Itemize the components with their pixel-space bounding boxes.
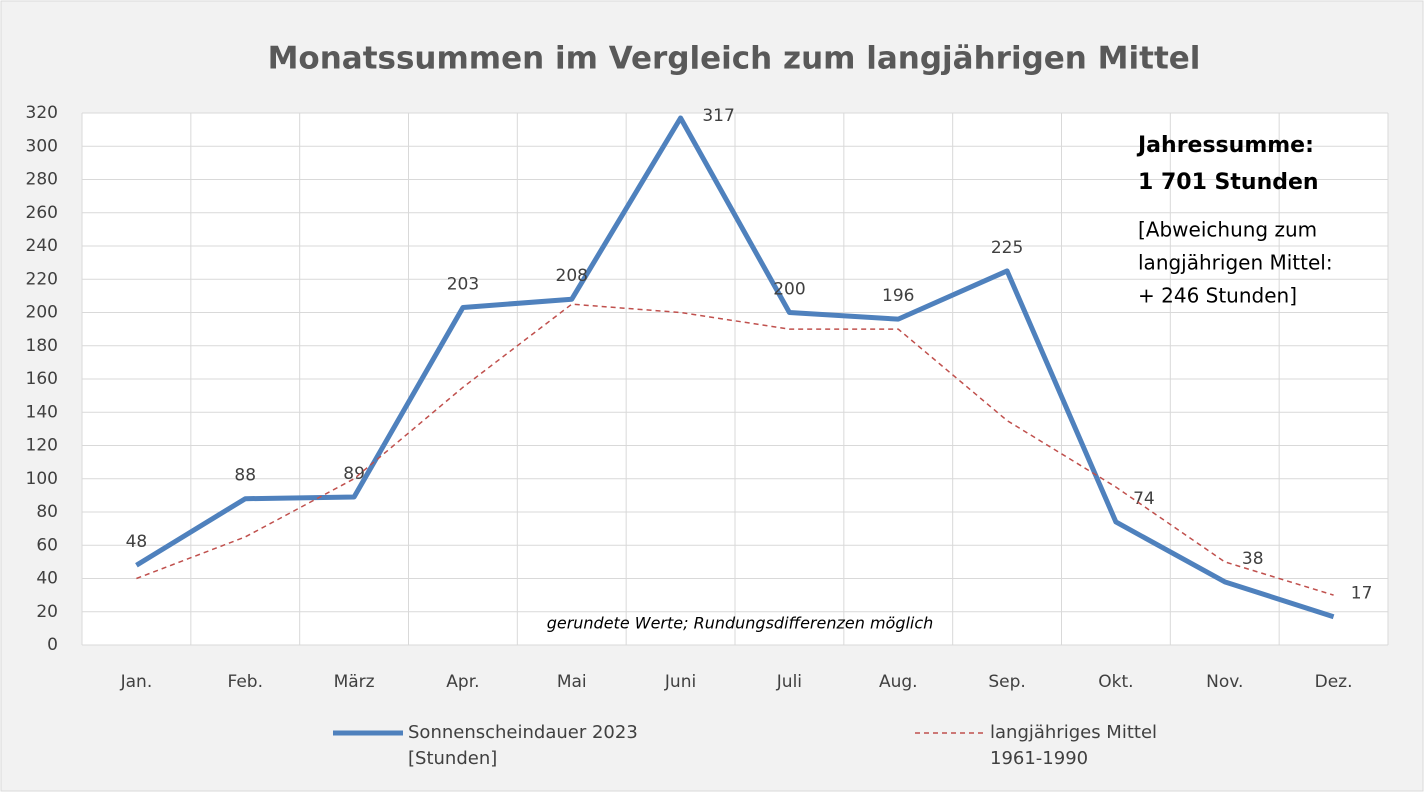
legend-label: langjähriges Mittel 1961-1990 [990, 722, 1158, 769]
data-label: 88 [234, 466, 256, 486]
data-label: 89 [343, 464, 365, 484]
y-tick-label: 20 [36, 602, 58, 622]
y-tick-label: 220 [26, 269, 58, 289]
annotation-deviation: + 246 Stunden] [1138, 284, 1297, 308]
x-tick-label: Okt. [1098, 672, 1133, 692]
x-tick-label: Feb. [227, 672, 263, 692]
x-tick-label: Juni [664, 672, 696, 692]
legend-label: Sonnenscheindauer 2023 [Stunden] [408, 722, 638, 769]
x-tick-label: Jan. [120, 672, 153, 692]
y-tick-label: 40 [36, 569, 58, 589]
x-tick-label: Apr. [446, 672, 479, 692]
series-line [135, 115, 1335, 620]
y-tick-label: 80 [36, 502, 58, 522]
annotation-total: Jahressumme: [1136, 133, 1314, 158]
data-label: 317 [702, 106, 734, 126]
data-label: 203 [447, 275, 479, 295]
data-label: 17 [1351, 584, 1373, 604]
y-tick-label: 160 [26, 369, 58, 389]
annotation-deviation: langjährigen Mittel: [1138, 251, 1333, 275]
y-tick-label: 240 [26, 236, 58, 256]
y-tick-label: 180 [26, 336, 58, 356]
annotation-deviation: [Abweichung zum [1138, 218, 1317, 242]
y-tick-label: 260 [26, 203, 58, 223]
y-tick-label: 120 [26, 436, 58, 456]
x-tick-label: Mai [557, 672, 587, 692]
data-label: 208 [556, 266, 588, 286]
x-tick-label: Juli [776, 672, 802, 692]
data-label: 196 [882, 286, 914, 306]
y-tick-label: 200 [26, 303, 58, 323]
y-tick-label: 100 [26, 469, 58, 489]
data-label: 74 [1133, 489, 1155, 509]
x-tick-label: Nov. [1206, 672, 1243, 692]
chart-title: Monatssummen im Vergleich zum langjährig… [268, 41, 1201, 77]
series-line [136, 303, 1334, 596]
x-tick-label: Sep. [988, 672, 1025, 692]
y-tick-label: 320 [26, 103, 58, 123]
data-label: 225 [991, 238, 1023, 258]
data-label: 48 [126, 532, 148, 552]
y-tick-label: 280 [26, 170, 58, 190]
y-tick-label: 60 [36, 535, 58, 555]
annotation-total: 1 701 Stunden [1138, 170, 1319, 195]
data-label: 200 [773, 280, 805, 300]
x-tick-label: Aug. [879, 672, 918, 692]
x-tick-label: März [334, 672, 375, 692]
note: gerundete Werte; Rundungsdifferenzen mög… [547, 614, 934, 633]
y-tick-label: 0 [47, 635, 58, 655]
data-label: 38 [1242, 549, 1264, 569]
x-tick-label: Dez. [1315, 672, 1353, 692]
y-tick-label: 140 [26, 402, 58, 422]
y-tick-label: 300 [26, 136, 58, 156]
